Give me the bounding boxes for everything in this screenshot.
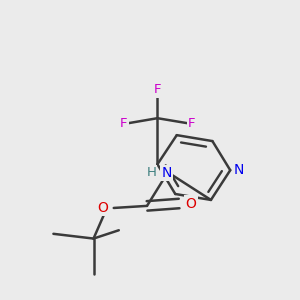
Text: O: O [186,196,196,211]
Text: F: F [154,83,161,97]
Text: F: F [188,117,196,130]
Text: O: O [97,201,108,215]
Text: N: N [161,166,172,180]
Text: N: N [233,163,244,177]
Text: F: F [120,117,127,130]
Text: H: H [146,166,156,179]
